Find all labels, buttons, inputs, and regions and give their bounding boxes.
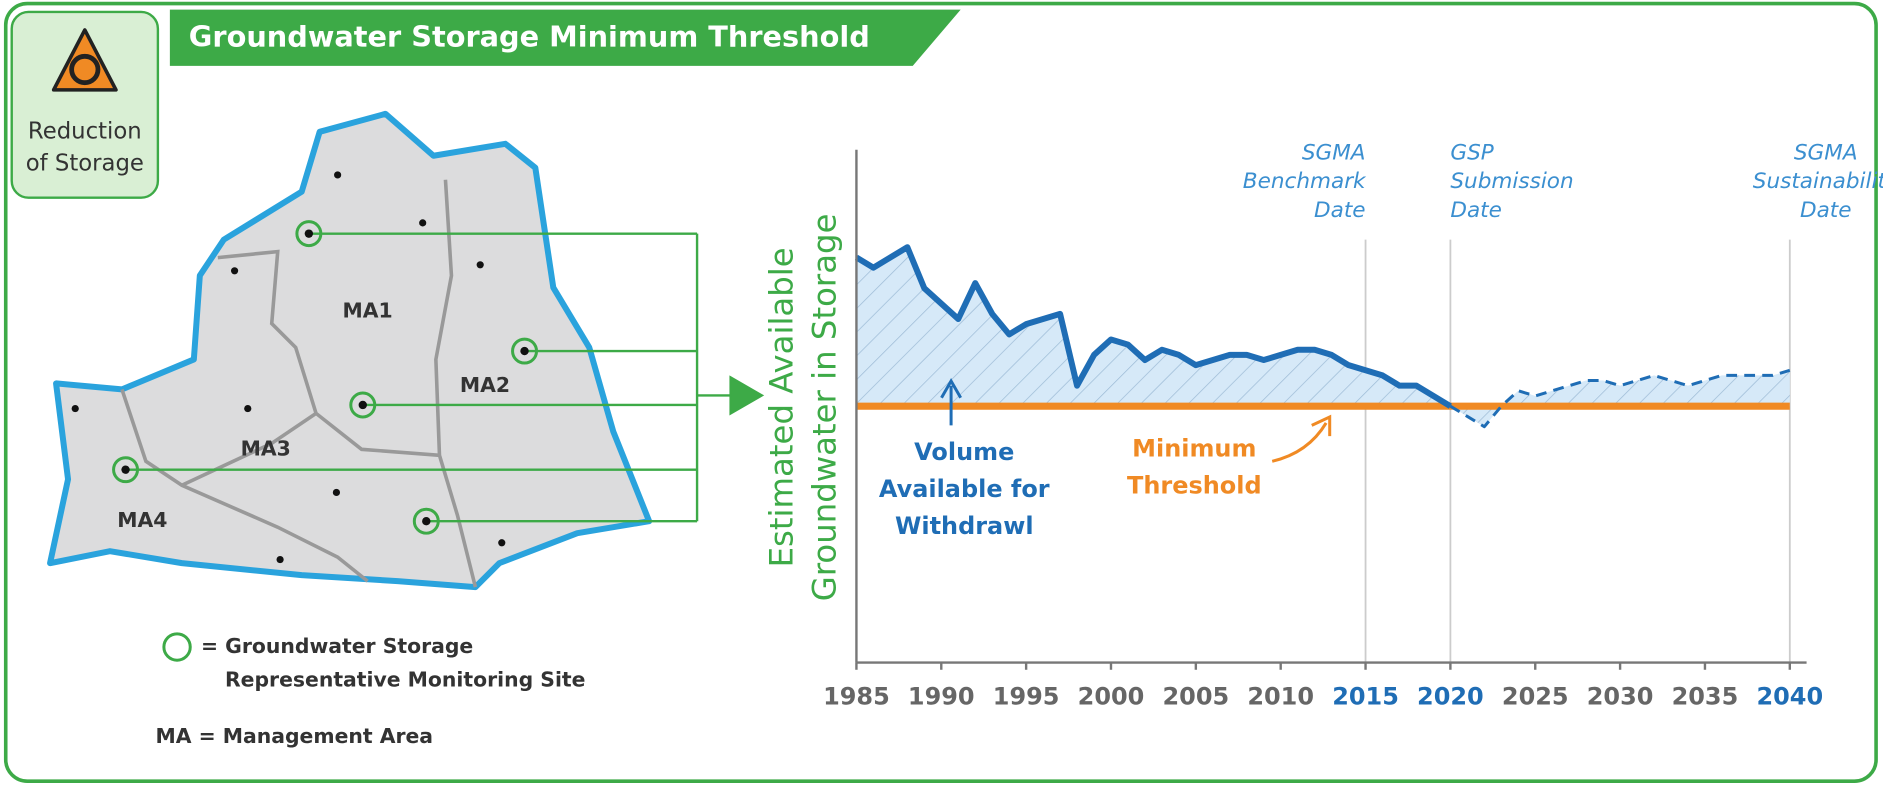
area-label: MA1 [342, 299, 392, 323]
annotation: Threshold [1127, 471, 1262, 499]
badge-line: Reduction [28, 118, 142, 144]
area [856, 247, 1451, 407]
chart: SGMA Benchmark Date GSP Submission Date SGMA Su… [762, 140, 1883, 710]
event-label: Submission [1450, 169, 1573, 194]
annotation: Minimum [1132, 434, 1256, 462]
x-tick-label: 1995 [993, 682, 1060, 710]
annotation-arrow [1271, 414, 1332, 463]
x-tick-label: 2005 [1163, 682, 1230, 710]
title-banner [169, 9, 961, 66]
annotation-arrow [940, 377, 962, 426]
event-label: Date [1314, 198, 1366, 223]
badge-line: of Storage [26, 151, 144, 177]
x-tick-label: 2035 [1672, 682, 1739, 710]
x-tick-label: 2025 [1502, 682, 1569, 710]
event-label: GSP [1450, 140, 1493, 165]
line [1449, 368, 1791, 429]
event-label: Date [1450, 198, 1501, 223]
x-tick-label: 2020 [1417, 682, 1484, 710]
legend-text: = Groundwater Storage [201, 634, 473, 658]
event-label: SGMA [1302, 140, 1366, 165]
annotation: Withdrawl [895, 512, 1034, 540]
event-label: Sustainability [1753, 169, 1883, 194]
legend-text: Representative Monitoring Site [225, 668, 585, 692]
annotation: Available for [879, 475, 1050, 503]
x-tick-label: 2040 [1756, 682, 1823, 710]
x-tick-label: 1990 [908, 682, 975, 710]
x-tick-label: 1985 [823, 682, 890, 710]
badge-icon [51, 28, 118, 92]
legend-text: MA = Management Area [156, 724, 434, 748]
area-label: MA2 [460, 373, 510, 397]
title: Groundwater Storage Minimum Threshold [189, 19, 870, 53]
area-label: MA3 [241, 436, 291, 460]
x-tick-label: 2000 [1078, 682, 1145, 710]
area [1450, 370, 1790, 427]
event-label: Benchmark [1243, 169, 1367, 194]
x-tick-label: 2030 [1587, 682, 1654, 710]
y-axis-label: Estimated Available [762, 247, 800, 567]
line [854, 244, 1452, 409]
x-tick-label: 2015 [1332, 682, 1399, 710]
event-label: SGMA [1794, 140, 1858, 165]
annotation: Volume [914, 438, 1014, 466]
area-label: MA4 [117, 508, 167, 532]
event-label: Date [1800, 198, 1852, 223]
map [47, 110, 765, 591]
badge [10, 10, 160, 199]
x-tick-label: 2010 [1247, 682, 1314, 710]
y-axis-label: Groundwater in Storage [805, 214, 843, 602]
legend-symbol [162, 632, 192, 662]
